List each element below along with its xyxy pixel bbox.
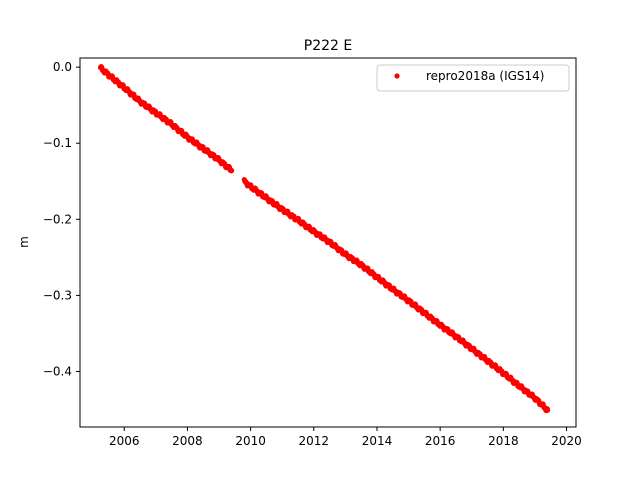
x-tick-label: 2008 xyxy=(172,434,203,448)
x-tick-label: 2014 xyxy=(362,434,393,448)
y-tick-label: −0.4 xyxy=(43,364,72,378)
plot-frame xyxy=(79,57,577,428)
legend-label-repro2018a: repro2018a (IGS14) xyxy=(426,69,544,83)
y-tick-label: −0.1 xyxy=(43,136,72,150)
y-tick-label: −0.3 xyxy=(43,288,72,302)
legend-marker-repro2018a xyxy=(394,73,400,79)
y-axis-label: m xyxy=(17,236,31,248)
legend: repro2018a (IGS14) xyxy=(376,64,570,92)
y-tick-label: 0.0 xyxy=(53,60,72,74)
x-tick-label: 2016 xyxy=(425,434,456,448)
data-point xyxy=(229,168,235,174)
data-points xyxy=(97,64,551,414)
x-tick-label: 2018 xyxy=(488,434,519,448)
y-tick-label: −0.2 xyxy=(43,212,72,226)
x-tick-label: 2010 xyxy=(235,434,266,448)
y-axis: 0.0 −0.1 −0.2 −0.3 −0.4 xyxy=(43,60,80,378)
x-tick-label: 2006 xyxy=(109,434,140,448)
chart-title: P222 E xyxy=(304,38,352,54)
x-tick-label: 2012 xyxy=(299,434,330,448)
legend-box xyxy=(376,64,570,92)
x-axis: 2006 2008 2010 2012 2014 2016 2018 2020 xyxy=(109,427,582,448)
data-point xyxy=(544,407,551,413)
x-tick-label: 2020 xyxy=(551,434,582,448)
